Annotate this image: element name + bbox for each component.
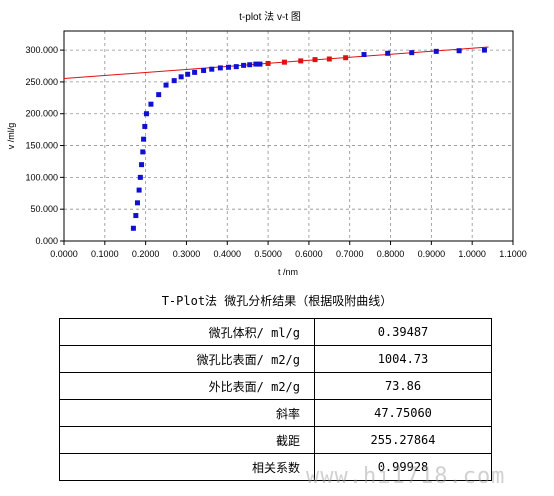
results-row-value: 73.86 [314, 372, 492, 400]
results-row-value: 1004.73 [314, 345, 492, 373]
data-point-blue [143, 111, 149, 117]
data-point-blue [134, 200, 140, 206]
data-point-blue [433, 48, 439, 54]
data-point-red [312, 57, 318, 63]
results-row-label: 截距 [59, 426, 315, 454]
data-point-red [298, 58, 304, 64]
data-point-blue [225, 64, 231, 70]
data-point-red [326, 56, 332, 62]
x-tick-label: 0.0000 [50, 249, 78, 259]
results-row-label: 外比表面/ m2/g [59, 372, 315, 400]
y-tick-label: 0.000 [35, 236, 58, 246]
results-row-value: 255.27864 [314, 426, 492, 454]
results-row-value: 0.99928 [314, 453, 492, 481]
y-tick-label: 150.000 [25, 141, 58, 151]
data-point-blue [409, 50, 415, 56]
y-tick-label: 300.000 [25, 45, 58, 55]
data-point-blue [247, 62, 253, 68]
y-axis-label: v /ml/g [6, 123, 16, 150]
grid [64, 31, 513, 241]
results-row: 相关系数 0.99928 [59, 453, 492, 481]
data-point-blue [171, 78, 177, 84]
axis-ticks: 0.0000 0.1000 0.2000 0.3000 0.4000 0.5000 0.60… [25, 45, 526, 259]
results-table: 微孔体积/ ml/g 0.39487 微孔比表面/ m2/g 1004.73 外比表面/… [59, 318, 492, 481]
data-point-blue [140, 149, 146, 155]
y-tick-label: 200.000 [25, 109, 58, 119]
y-tick-label: 250.000 [25, 77, 58, 87]
results-row: 外比表面/ m2/g 73.86 [59, 372, 492, 400]
data-point-blue [233, 64, 239, 70]
data-point-blue [385, 50, 391, 56]
results-row: 斜率 47.75060 [59, 399, 492, 427]
data-point-blue [241, 62, 247, 68]
data-point-blue [137, 174, 143, 180]
data-point-blue [257, 61, 263, 67]
data-point-blue [141, 136, 147, 142]
watermark: www.hi1718.com [306, 464, 506, 489]
x-tick-label: 0.2000 [132, 249, 160, 259]
x-axis-label: t /nm [278, 267, 298, 277]
data-point-blue [178, 74, 184, 80]
data-point-blue [163, 82, 169, 88]
data-point-blue [209, 66, 215, 72]
data-point-blue [139, 162, 145, 168]
fit-line [63, 46, 489, 80]
results-title: T-Plot法 微孔分析结果（根据吸附曲线） [161, 294, 393, 308]
data-point-blue [148, 101, 154, 107]
data-point-red [281, 59, 287, 65]
data-point-blue [156, 92, 162, 98]
y-tick-label: 50.000 [30, 204, 58, 214]
data-point-blue [361, 52, 367, 58]
chart-title: t-plot 法 v-t 图 [239, 10, 301, 23]
x-tick-label: 0.1000 [91, 249, 119, 259]
results-row-label: 微孔比表面/ m2/g [59, 345, 315, 373]
results-row: 微孔体积/ ml/g 0.39487 [59, 318, 492, 346]
x-tick-label: 1.0000 [458, 249, 486, 259]
results-row-value: 0.39487 [314, 318, 492, 346]
x-tick-label: 0.4000 [214, 249, 242, 259]
results-row-label: 相关系数 [59, 453, 315, 481]
data-point-blue [253, 61, 259, 67]
data-point-blue [192, 69, 198, 75]
results-row: 微孔比表面/ m2/g 1004.73 [59, 345, 492, 373]
data-point-blue [201, 67, 207, 73]
results-row-label: 斜率 [59, 399, 315, 427]
series-layer [63, 46, 489, 231]
x-tick-label: 0.9000 [418, 249, 446, 259]
data-point-blue [456, 48, 462, 54]
data-point-blue [142, 123, 148, 129]
results-row: 截距 255.27864 [59, 426, 492, 454]
x-tick-label: 0.8000 [377, 249, 405, 259]
x-tick-label: 0.7000 [336, 249, 364, 259]
data-point-blue [217, 65, 223, 71]
data-point-red [343, 55, 349, 61]
y-tick-label: 100.000 [25, 172, 58, 182]
results-row-label: 微孔体积/ ml/g [59, 318, 315, 346]
x-tick-label: 0.3000 [173, 249, 201, 259]
plot-area [63, 30, 514, 242]
x-tick-label: 0.5000 [254, 249, 282, 259]
data-point-blue [185, 71, 191, 77]
data-point-red [265, 60, 271, 66]
data-point-blue [481, 47, 487, 53]
x-tick-label: 0.6000 [295, 249, 323, 259]
data-point-blue [136, 187, 142, 193]
chart: t-plot 法 v-t 图 0.0000 0.1000 0.2000 0.3000 0… [6, 10, 527, 277]
data-point-blue [133, 213, 139, 219]
x-tick-label: 1.1000 [499, 249, 527, 259]
results-row-value: 47.75060 [314, 399, 492, 427]
data-point-blue [130, 225, 136, 231]
